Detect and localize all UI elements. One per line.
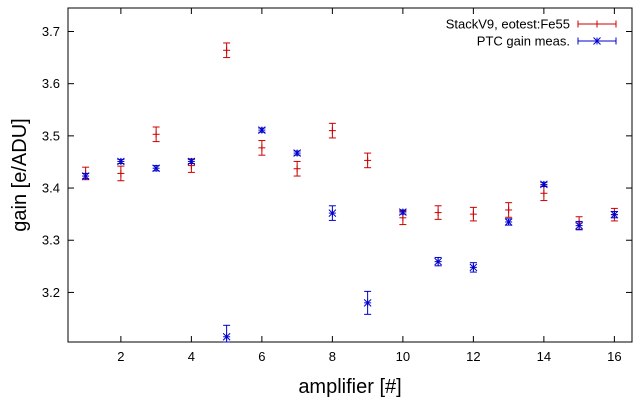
x-tick-label: 6 [258,349,265,364]
marker-stroke [363,299,372,307]
data-point [117,157,125,166]
data-point [363,299,372,307]
legend-label: PTC gain meas. [477,34,570,49]
data-point [222,332,231,341]
data-point [434,257,442,266]
data-point [293,165,301,173]
y-tick-label: 3.6 [42,76,60,91]
marker-stroke [258,126,266,134]
data-point [223,46,231,54]
marker-stroke [593,37,601,45]
x-tick-label: 2 [117,349,124,364]
data-point [187,157,196,166]
x-tick-label: 14 [537,349,551,364]
marker-stroke [575,221,583,230]
series-1 [82,42,618,230]
marker-stroke [293,149,301,157]
data-point [469,263,478,272]
x-tick-label: 4 [188,349,195,364]
data-point [469,210,477,218]
data-point [152,130,160,138]
marker-stroke [328,209,337,217]
legend-label: StackV9, eotest:Fe55 [446,17,570,32]
marker-stroke [469,263,478,272]
y-tick-label: 3.5 [42,128,60,143]
data-point [364,156,372,164]
plot-frame [67,7,633,343]
marker-stroke [187,157,196,166]
data-point [504,218,513,226]
data-point [610,210,619,219]
x-axis-title: amplifier [#] [298,376,401,398]
y-tick-label: 3.2 [42,285,60,300]
data-point [152,164,160,173]
data-point [434,209,442,217]
data-point [328,209,337,217]
series-2 [81,126,619,343]
y-tick-label: 3.4 [42,181,60,196]
data-point [505,206,513,214]
data-point [258,144,266,152]
data-point [540,189,548,197]
data-point [258,126,266,134]
y-tick-label: 3.7 [42,24,60,39]
marker-stroke [81,172,90,180]
x-tick-label: 16 [607,349,621,364]
marker-stroke [222,332,231,341]
data-point [81,172,90,180]
data-point [293,149,301,157]
y-tick-label: 3.3 [42,233,60,248]
data-point [328,127,336,135]
data-series [81,42,619,343]
data-point [399,208,407,216]
marker-stroke [610,210,619,219]
legend-marker [593,37,601,45]
data-point [540,180,548,189]
axis-ticks: 2 4 6 8 10 12 14 16 3.2 3.3 3.4 3.5 3.6 3.7 [42,8,632,364]
x-tick-label: 8 [329,349,336,364]
marker-stroke [434,257,442,266]
data-point [575,221,583,230]
y-axis-title: gain [e/ADU] [9,118,31,231]
marker-stroke [399,208,407,216]
marker-stroke [540,180,548,189]
x-tick-label: 12 [466,349,480,364]
legend-marker [593,20,601,28]
data-point [117,169,125,177]
marker-stroke [152,164,160,173]
legend: StackV9, eotest:Fe55 PTC gain meas. [446,17,617,49]
marker-stroke [504,218,513,226]
marker-stroke [117,157,125,166]
x-tick-label: 10 [396,349,410,364]
